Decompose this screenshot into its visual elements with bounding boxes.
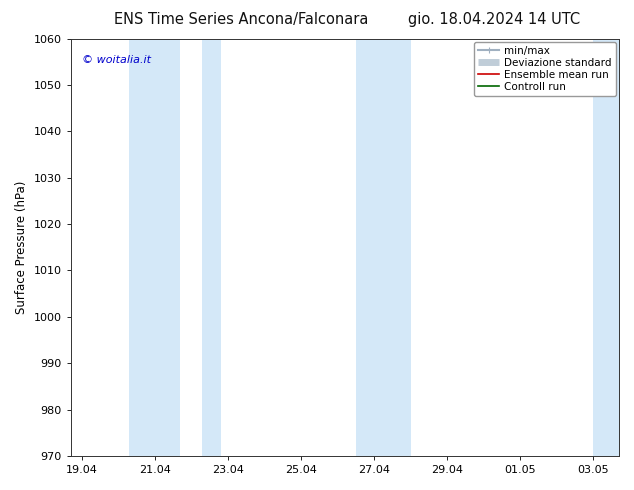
Text: ENS Time Series Ancona/Falconara: ENS Time Series Ancona/Falconara (113, 12, 368, 27)
Bar (202, 39, 221, 456)
Bar (593, 39, 619, 456)
Y-axis label: Surface Pressure (hPa): Surface Pressure (hPa) (15, 181, 28, 314)
Bar (356, 39, 411, 456)
Text: © woitalia.it: © woitalia.it (82, 55, 151, 65)
Legend: min/max, Deviazione standard, Ensemble mean run, Controll run: min/max, Deviazione standard, Ensemble m… (474, 42, 616, 97)
Bar (129, 39, 180, 456)
Text: gio. 18.04.2024 14 UTC: gio. 18.04.2024 14 UTC (408, 12, 581, 27)
